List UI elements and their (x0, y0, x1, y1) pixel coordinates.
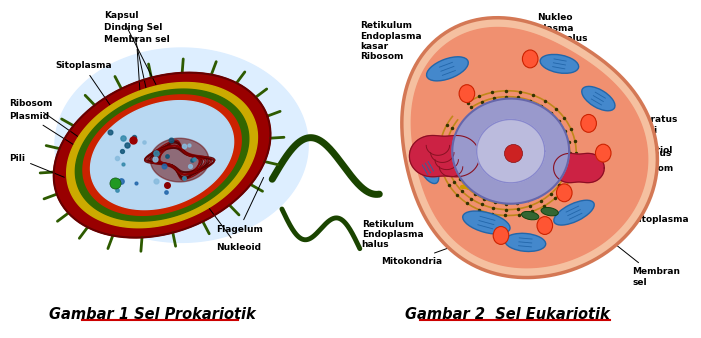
Polygon shape (151, 138, 209, 182)
Polygon shape (83, 95, 241, 215)
Text: Flagelum: Flagelum (216, 177, 264, 234)
Ellipse shape (522, 211, 539, 220)
Text: Lisosom: Lisosom (604, 157, 674, 172)
Ellipse shape (540, 54, 578, 73)
Text: Retikulum
Endoplasma
halus: Retikulum Endoplasma halus (362, 199, 476, 249)
Text: Dinding Sel: Dinding Sel (104, 23, 162, 92)
Text: Sentriol: Sentriol (592, 146, 673, 155)
Text: Plasmid: Plasmid (9, 112, 111, 169)
Polygon shape (55, 48, 308, 242)
Polygon shape (67, 82, 257, 228)
Polygon shape (409, 136, 479, 177)
Ellipse shape (505, 233, 545, 251)
Text: Nukleoid: Nukleoid (186, 177, 261, 252)
Text: Ribosom: Ribosom (9, 99, 109, 159)
Ellipse shape (459, 85, 475, 102)
Text: Sitoplasma: Sitoplasma (55, 62, 121, 122)
Text: Kapsul: Kapsul (104, 11, 156, 84)
Polygon shape (402, 18, 658, 277)
Text: Nukleus: Nukleus (630, 149, 672, 158)
Ellipse shape (537, 217, 552, 235)
Text: Aparatus
golgi: Aparatus golgi (575, 116, 679, 162)
Ellipse shape (522, 50, 538, 68)
Polygon shape (90, 101, 233, 210)
Ellipse shape (494, 226, 509, 244)
Text: Retikulum
Endoplasma
kasar
Ribosom: Retikulum Endoplasma kasar Ribosom (360, 21, 450, 85)
Ellipse shape (582, 87, 615, 111)
Text: Membran sel: Membran sel (104, 34, 170, 100)
Text: Sitoplasma: Sitoplasma (625, 204, 689, 224)
Text: Nukleo
plasma
Nukleolus
Membran
inti: Nukleo plasma Nukleolus Membran inti (520, 13, 587, 119)
Polygon shape (477, 119, 545, 183)
Ellipse shape (541, 208, 558, 216)
Ellipse shape (426, 57, 468, 81)
Text: Mitokondria: Mitokondria (381, 234, 489, 266)
Text: Membran
sel: Membran sel (615, 244, 681, 287)
Ellipse shape (463, 211, 510, 234)
Text: Gambar 1 Sel Prokariotik: Gambar 1 Sel Prokariotik (49, 307, 256, 322)
Polygon shape (54, 73, 271, 238)
Ellipse shape (581, 115, 597, 132)
Polygon shape (554, 153, 604, 183)
Polygon shape (411, 27, 648, 268)
Ellipse shape (554, 200, 594, 225)
Text: Gambar 2  Sel Eukariotik: Gambar 2 Sel Eukariotik (405, 307, 610, 322)
Ellipse shape (557, 184, 572, 202)
Text: Pili: Pili (9, 153, 64, 177)
Polygon shape (75, 89, 249, 221)
Ellipse shape (417, 152, 439, 184)
Polygon shape (452, 99, 569, 204)
Ellipse shape (595, 144, 611, 162)
